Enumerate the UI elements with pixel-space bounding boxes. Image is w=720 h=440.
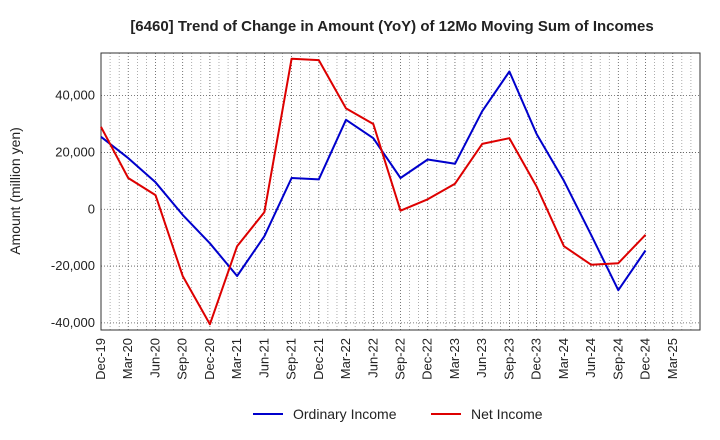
y-tick-label: 0 [88, 201, 95, 216]
y-tick-label: 40,000 [55, 88, 95, 103]
x-tick-label: Sep-24 [610, 338, 625, 380]
x-tick-label: Dec-19 [93, 338, 108, 380]
axes-layer [100, 52, 701, 331]
x-tick-label: Jun-24 [583, 338, 598, 378]
x-tick-label: Mar-24 [556, 338, 571, 379]
x-tick-label: Mar-25 [665, 338, 680, 379]
x-tick-label: Sep-22 [393, 338, 408, 380]
x-tick-label: Mar-21 [229, 338, 244, 379]
y-tick-label: -20,000 [51, 258, 95, 273]
x-tick-label: Jun-21 [256, 338, 271, 378]
series-line-ordinary-income [100, 70, 647, 292]
plot-frame [100, 52, 701, 331]
legend-label: Net Income [471, 406, 543, 422]
x-tick-labels: Dec-19 Mar-20 Jun-20 Sep-20 Dec-20 Mar-21 Jun-… [93, 338, 680, 380]
chart-title: [6460] Trend of Change in Amount (YoY) o… [130, 18, 653, 35]
x-tick-label: Sep-23 [501, 338, 516, 380]
x-tick-label: Jun-20 [147, 338, 162, 378]
x-tick-label: Mar-23 [447, 338, 462, 379]
x-tick-label: Dec-23 [529, 338, 544, 380]
grid-layer [100, 53, 701, 330]
x-tick-label: Jun-22 [365, 338, 380, 378]
x-tick-label: Mar-20 [120, 338, 135, 379]
y-axis-label: Amount (million yen) [7, 127, 23, 255]
y-tick-label: 20,000 [55, 144, 95, 159]
series-line-net-income [100, 57, 647, 326]
x-tick-label: Dec-21 [311, 338, 326, 380]
x-tick-label: Jun-23 [474, 338, 489, 378]
legend: Ordinary Income Net Income [253, 406, 543, 422]
series-layer [100, 57, 647, 326]
x-tick-label: Dec-22 [420, 338, 435, 380]
x-tick-label: Dec-24 [638, 338, 653, 380]
legend-label: Ordinary Income [293, 406, 397, 422]
x-tick-label: Dec-20 [202, 338, 217, 380]
x-tick-label: Sep-20 [175, 338, 190, 380]
x-tick-label: Sep-21 [284, 338, 299, 380]
x-tick-label: Mar-22 [338, 338, 353, 379]
y-tick-labels: -40,000 -20,000 0 20,000 40,000 [51, 88, 95, 330]
y-tick-label: -40,000 [51, 315, 95, 330]
